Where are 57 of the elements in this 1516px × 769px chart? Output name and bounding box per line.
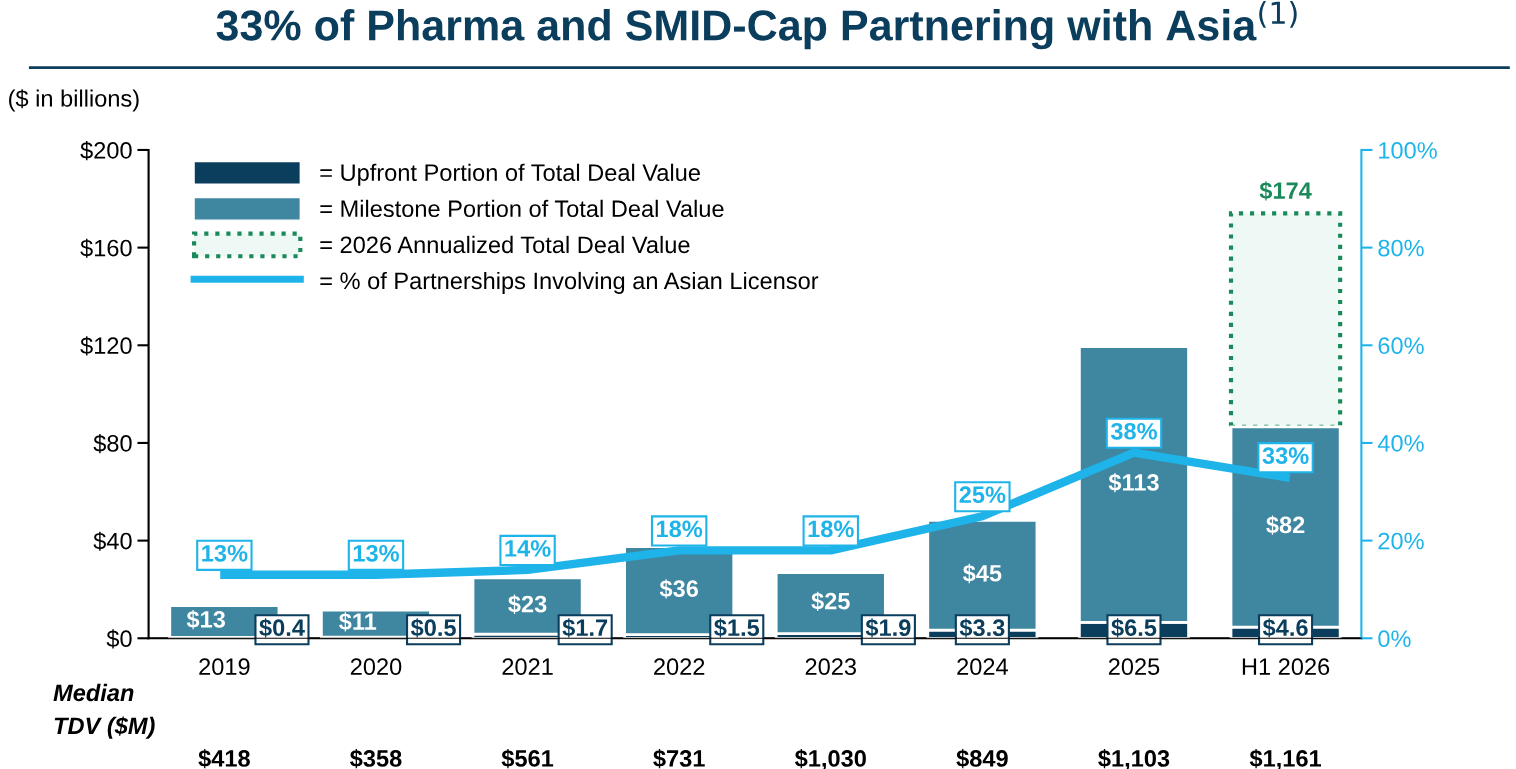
y-axis-title: ($ in billions) [9,89,139,112]
legend-label: = 2026 Annualized Total Deal Value [320,235,690,254]
y-tick-label: $0 [106,629,132,649]
x-tick-label: 2020 [350,658,402,676]
x-tick-label: 2023 [805,658,856,676]
data-label: $6.5 [1111,618,1157,638]
data-label: $3.3 [959,618,1005,638]
data-label: 38% [1110,422,1157,440]
total-label: $174 [1259,181,1312,201]
data-label: $45 [962,563,1002,584]
x-tick-label: 2024 [957,658,1008,676]
y-tick-label: $40 [93,531,132,551]
x-tick-label: 2021 [502,658,553,676]
data-label: $0.5 [410,618,456,638]
x-tick-label: 2025 [1108,658,1160,676]
y-tick-label: $160 [80,238,132,258]
data-label: $36 [659,579,699,599]
data-label: $4.6 [1262,618,1308,638]
data-label: 25% [959,486,1006,504]
y2-tick-label: 40% [1377,435,1424,452]
y2-tick-label: 0% [1378,630,1411,648]
y-tick-label: $120 [80,336,132,356]
data-label: $23 [508,594,547,614]
x-tick-label: 2019 [199,658,250,676]
data-label: $1.7 [562,618,608,638]
y-tick-label: $200 [80,141,132,161]
text: $418 [198,749,250,769]
legend-label: = % of Partnerships Involving an Asian Licensor [320,271,819,294]
data-label: $13 [186,610,226,630]
data-label: 33% [1262,447,1309,465]
chart-title: 33% of Pharma and SMID-Cap Partnering with Asia$^{(1)}$ [216,0,1297,50]
data-label: 13% [353,544,399,562]
y2-tick-label: 20% [1378,532,1424,550]
y-tick-label: $80 [93,434,132,454]
data-label: $1.9 [865,618,911,638]
text: $731 [653,749,705,769]
data-label: 14% [505,540,551,557]
legend-label: = Upfront Portion of Total Deal Value [320,163,700,186]
data-label: $11 [339,612,377,632]
legend-label: = Milestone Portion of Total Deal Value [320,199,724,218]
data-label: 18% [657,520,703,538]
x-tick-label: H1 2026 [1242,658,1330,676]
y2-tick-label: 100% [1379,142,1437,159]
data-label: $25 [811,591,850,611]
x-tick-label: 2022 [654,658,705,676]
text: $358 [350,749,402,769]
data-label: 13% [202,544,248,562]
data-label: $82 [1266,515,1305,535]
data-label: $0.4 [259,618,305,638]
text: Median TDV ($M) [53,683,155,739]
text: $561 [501,749,554,769]
y2-tick-label: 60% [1378,337,1424,355]
data-label: $1.5 [714,618,760,638]
data-label: 18% [808,520,854,538]
text: $849 [956,749,1008,769]
y2-tick-label: 80% [1378,239,1424,257]
data-label: $113 [1108,473,1159,493]
